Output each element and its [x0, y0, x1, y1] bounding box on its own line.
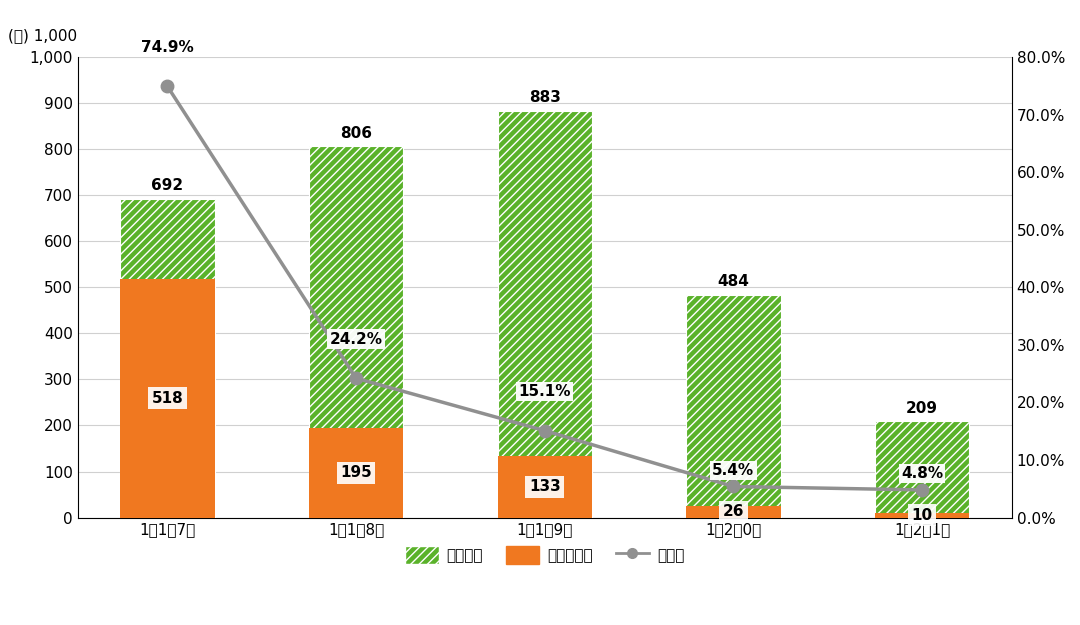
Text: 883: 883: [529, 90, 561, 105]
Text: 15.1%: 15.1%: [518, 384, 571, 399]
Bar: [686, 506, 781, 518]
Line: 生存率: 生存率: [161, 80, 929, 496]
Text: 10: 10: [912, 508, 933, 522]
Bar: [309, 428, 403, 518]
Text: 484: 484: [717, 274, 750, 289]
Text: 195: 195: [340, 465, 372, 480]
Text: 24.2%: 24.2%: [329, 332, 382, 347]
Bar: [498, 111, 592, 518]
Text: 209: 209: [906, 401, 939, 416]
Text: 518: 518: [151, 391, 184, 406]
Text: 4.8%: 4.8%: [901, 466, 943, 481]
生存率: [916, 486, 929, 494]
生存率: [538, 427, 551, 434]
Bar: [875, 513, 969, 518]
生存率: [727, 482, 740, 490]
Bar: [309, 146, 403, 518]
Text: 133: 133: [529, 479, 561, 494]
生存率: [350, 374, 363, 382]
Bar: [120, 199, 215, 518]
Bar: [498, 456, 592, 518]
Bar: [875, 421, 969, 518]
Legend: 救出人数, うち生存者, 生存率: 救出人数, うち生存者, 生存率: [399, 540, 690, 570]
Text: 806: 806: [340, 126, 372, 141]
生存率: [161, 82, 174, 90]
Bar: [120, 279, 215, 518]
Text: 26: 26: [723, 504, 744, 519]
Bar: [686, 294, 781, 518]
Text: 692: 692: [151, 178, 184, 193]
Text: 5.4%: 5.4%: [713, 463, 755, 478]
Text: 74.9%: 74.9%: [141, 39, 193, 54]
Text: (人) 1,000: (人) 1,000: [8, 28, 77, 43]
